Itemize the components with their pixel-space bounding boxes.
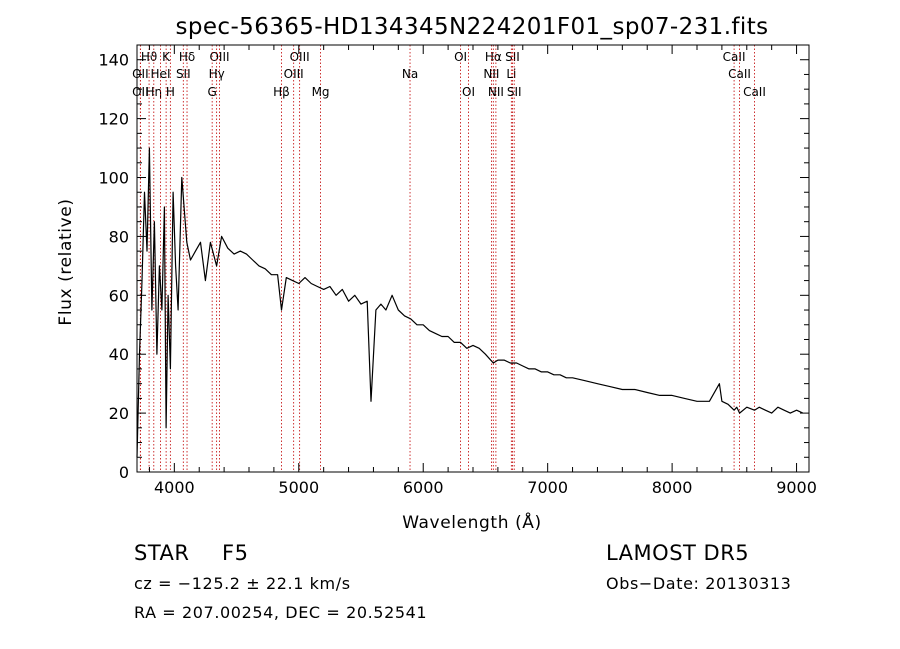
spectral-line-label: Hγ <box>209 67 225 81</box>
y-tick-label: 120 <box>98 110 129 129</box>
spectral-line-label: HeI <box>151 67 171 81</box>
spectral-line-label: CaII <box>728 67 751 81</box>
spectral-line-label: OI <box>454 50 467 64</box>
spectrum-series-line <box>136 147 804 458</box>
y-tick-label: 60 <box>109 286 129 305</box>
spectral-line-label: CaII <box>743 85 766 99</box>
spectral-line-label: SII <box>176 67 191 81</box>
y-tick-label: 140 <box>98 51 129 70</box>
y-tick-label: 0 <box>119 463 129 482</box>
chart-title: spec-56365-HD134345N224201F01_sp07-231.f… <box>176 14 769 40</box>
x-tick-label: 9000 <box>776 478 817 497</box>
axes: 4000 5000 6000 7000 8000 9000 0 20 40 60 80 100 120 1… <box>98 44 817 497</box>
sky-coordinates: RA = 207.00254, DEC = 20.52541 <box>134 603 428 622</box>
spectral-line-label: G <box>208 85 217 99</box>
spectral-line-label: K <box>162 50 171 64</box>
spectral-line-label: OIII <box>284 67 304 81</box>
object-subclass: F5 <box>222 541 249 565</box>
x-tick-label: 6000 <box>403 478 444 497</box>
y-axis-label: Flux (relative) <box>56 198 76 325</box>
spectral-line-label: Hη <box>145 85 162 99</box>
spectral-line-label: NII <box>488 85 504 99</box>
spectral-line-label: Hδ <box>179 50 195 64</box>
y-tick-label: 40 <box>109 345 129 364</box>
x-tick-label: 8000 <box>652 478 693 497</box>
spectral-line-label: OIII <box>290 50 310 64</box>
spectral-line-label: Li <box>506 67 516 81</box>
y-tick-label: 20 <box>109 404 129 423</box>
x-tick-label: 5000 <box>278 478 319 497</box>
spectral-line-label: Hβ <box>273 85 290 99</box>
plot-frame <box>136 44 810 473</box>
spectral-line-label: CaII <box>723 50 746 64</box>
survey-name: LAMOST DR5 <box>606 541 750 565</box>
x-tick-label: 7000 <box>527 478 568 497</box>
spectral-line-label: NII <box>483 67 499 81</box>
spectral-line-label: OIII <box>209 50 229 64</box>
x-axis-label: Wavelength (Å) <box>402 511 542 533</box>
spectral-line-label: Na <box>402 67 418 81</box>
spectral-line-label: OI <box>462 85 475 99</box>
spectral-line-label: OII <box>132 85 149 99</box>
observation-date: Obs−Date: 20130313 <box>606 574 792 593</box>
object-class: STAR <box>134 541 190 565</box>
spectral-line-label: Hα <box>485 50 502 64</box>
spectral-line-label: SII <box>505 50 520 64</box>
spectral-line-label: Mg <box>312 85 330 99</box>
y-tick-label: 80 <box>109 227 129 246</box>
spectral-line-label: SII <box>507 85 522 99</box>
spectral-line-label: H <box>166 85 175 99</box>
redshift-velocity: cz = −125.2 ± 22.1 km/s <box>134 574 351 593</box>
x-tick-label: 4000 <box>154 478 195 497</box>
y-tick-label: 100 <box>98 169 129 188</box>
spectral-line-label: Hϑ <box>141 50 157 64</box>
